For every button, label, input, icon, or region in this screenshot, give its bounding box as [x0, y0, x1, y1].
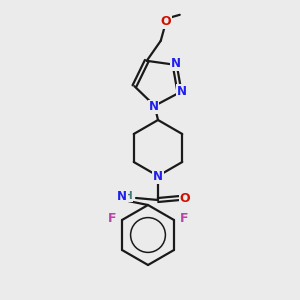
- Text: N: N: [177, 85, 187, 98]
- Text: O: O: [180, 191, 190, 205]
- Text: H: H: [124, 191, 132, 201]
- Text: N: N: [153, 170, 163, 184]
- Text: F: F: [108, 212, 116, 224]
- Text: N: N: [149, 100, 159, 113]
- Text: F: F: [180, 212, 188, 224]
- Text: N: N: [171, 57, 181, 70]
- Text: O: O: [160, 15, 171, 28]
- Text: N: N: [117, 190, 127, 202]
